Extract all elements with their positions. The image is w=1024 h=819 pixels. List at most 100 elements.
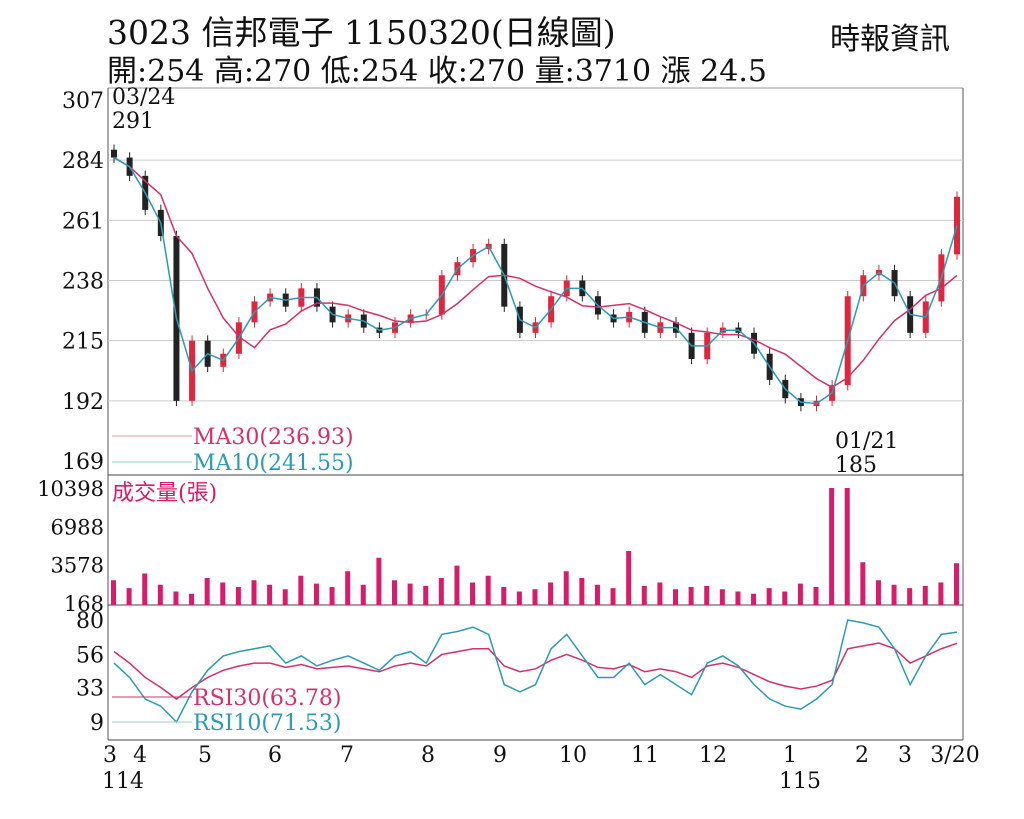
volume-bar	[454, 565, 460, 605]
volume-bar	[329, 586, 335, 605]
volume-bar	[860, 562, 866, 605]
ma10-legend: MA10(241.55)	[193, 451, 354, 476]
year-label: 114	[102, 769, 144, 794]
low-value-annotation: 185	[835, 453, 877, 478]
volume-bar	[797, 583, 803, 605]
volume-tick-label: 10398	[37, 477, 104, 501]
volume-bar	[485, 575, 491, 605]
volume-legend: 成交量(張)	[112, 481, 217, 506]
volume-bar	[563, 571, 569, 605]
price-tick-label: 284	[62, 149, 104, 174]
volume-bar	[142, 573, 148, 605]
high-date-annotation: 03/24	[112, 85, 175, 110]
volume-bar	[751, 593, 757, 605]
volume-bar	[376, 557, 382, 605]
month-label: 6	[268, 743, 282, 768]
ma30-legend: MA30(236.93)	[193, 425, 354, 450]
volume-bar	[267, 584, 273, 605]
volume-bar	[938, 582, 944, 605]
candle-body	[111, 149, 117, 158]
rsi10-line	[113, 619, 958, 724]
month-label: 2	[855, 743, 869, 768]
volume-bar	[954, 563, 959, 605]
month-label: 3	[103, 743, 117, 768]
volume-tick-label: 6988	[51, 515, 104, 539]
volume-bar	[501, 586, 507, 605]
volume-bar	[844, 488, 850, 605]
month-label: 8	[421, 743, 435, 768]
month-label: 11	[631, 743, 659, 768]
rsi30-line	[113, 642, 958, 700]
volume-bar	[891, 584, 897, 605]
volume-bar	[516, 591, 522, 605]
volume-bar	[111, 580, 116, 605]
month-label: 10	[559, 743, 587, 768]
volume-bar	[688, 586, 694, 605]
volume-bar	[532, 589, 538, 605]
price-tick-label: 238	[62, 270, 104, 295]
price-tick-label: 307	[62, 89, 104, 114]
volume-bar	[438, 577, 444, 605]
ma10-line	[113, 156, 958, 405]
volume-bar	[282, 589, 288, 605]
volume-bar	[173, 591, 179, 605]
volume-bar	[360, 584, 366, 605]
source-label: 時報資訊	[830, 22, 950, 57]
volume-bar	[345, 571, 351, 605]
volume-bar	[157, 584, 163, 605]
volume-bar	[298, 575, 304, 605]
volume-bar	[204, 577, 210, 605]
ma30-line	[113, 156, 958, 389]
price-tick-label: 261	[62, 209, 104, 234]
month-label: 12	[699, 743, 727, 768]
volume-bar	[657, 582, 663, 605]
price-tick-label: 192	[62, 390, 104, 415]
month-label: 4	[133, 743, 147, 768]
volume-bar	[423, 585, 429, 605]
volume-bar	[813, 586, 819, 605]
volume-bar	[673, 589, 678, 605]
volume-bar	[313, 583, 319, 605]
month-label: 5	[198, 743, 212, 768]
month-label: 9	[493, 743, 507, 768]
volume-bar	[470, 582, 476, 605]
volume-bar	[220, 582, 226, 605]
volume-tick-label: 3578	[51, 554, 104, 578]
volume-bar	[782, 591, 788, 605]
volume-bar	[829, 488, 835, 605]
month-label: 1	[783, 743, 797, 768]
volume-bar	[704, 585, 710, 605]
volume-bar	[626, 550, 632, 605]
volume-bar	[735, 591, 741, 605]
rsi10-legend: RSI10(71.53)	[193, 711, 341, 736]
volume-bar	[392, 580, 397, 605]
month-label: 3/20	[930, 743, 979, 768]
price-tick-label: 169	[62, 450, 104, 475]
rsi30-legend: RSI30(63.78)	[193, 686, 341, 711]
volume-bar	[766, 588, 772, 605]
volume-bar	[407, 583, 413, 605]
month-label: 3	[898, 743, 912, 768]
chart-title: 3023 信邦電子 1150320(日線圖)	[107, 13, 616, 52]
volume-bar	[875, 580, 881, 605]
rsi-tick-label: 56	[76, 643, 104, 668]
volume-bar	[235, 586, 241, 605]
rsi-tick-label: 80	[76, 609, 104, 634]
high-value-annotation: 291	[112, 109, 154, 134]
volume-bar	[548, 582, 554, 605]
volume-bar	[594, 584, 600, 605]
ohlc-summary: 開:254 高:270 低:254 收:270 量:3710 漲 24.5	[107, 54, 767, 89]
volume-bar	[126, 588, 132, 605]
price-tick-label: 215	[62, 330, 104, 355]
volume-tick-label: 168	[64, 592, 104, 616]
volume-bar	[189, 593, 195, 605]
volume-bar	[719, 589, 725, 605]
rsi-tick-label: 33	[76, 677, 104, 702]
volume-bar	[610, 588, 616, 605]
low-date-annotation: 01/21	[835, 429, 898, 454]
year-label: 115	[779, 769, 821, 794]
volume-bar	[251, 580, 257, 605]
volume-bar	[641, 585, 647, 605]
